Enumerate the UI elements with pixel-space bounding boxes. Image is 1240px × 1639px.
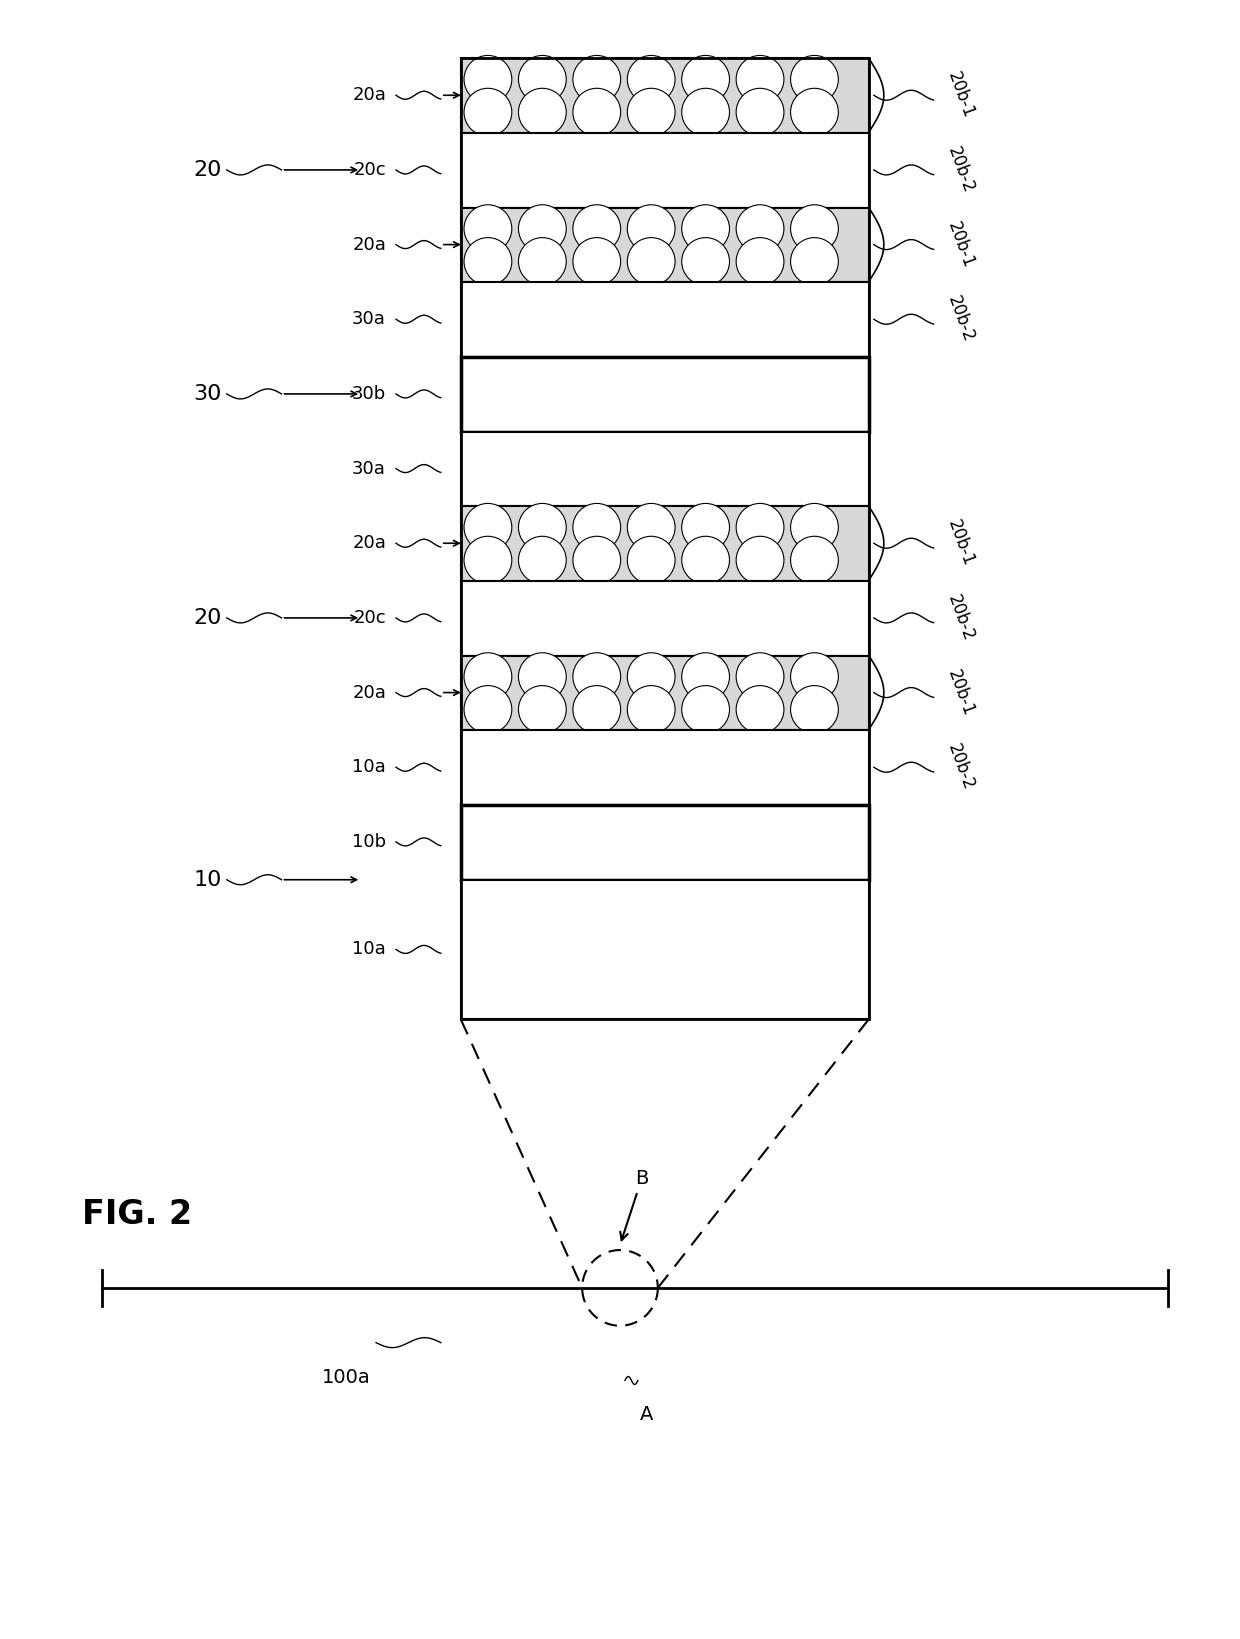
Circle shape <box>737 89 784 136</box>
Circle shape <box>573 652 621 700</box>
Circle shape <box>682 685 729 733</box>
Circle shape <box>791 89 838 136</box>
Circle shape <box>518 56 567 103</box>
Circle shape <box>573 238 621 285</box>
Text: 20a: 20a <box>352 683 386 701</box>
Text: 20b-1: 20b-1 <box>944 667 977 718</box>
Circle shape <box>464 503 512 551</box>
Circle shape <box>737 536 784 583</box>
Circle shape <box>627 205 675 252</box>
Circle shape <box>573 503 621 551</box>
Circle shape <box>791 685 838 733</box>
Text: 20b-1: 20b-1 <box>944 518 977 569</box>
Bar <box>461 805 869 880</box>
Bar <box>461 59 869 133</box>
Circle shape <box>627 685 675 733</box>
Text: B: B <box>620 1169 649 1241</box>
Bar <box>461 208 869 282</box>
Circle shape <box>627 503 675 551</box>
Circle shape <box>627 56 675 103</box>
Text: 20b-1: 20b-1 <box>944 220 977 270</box>
Circle shape <box>791 503 838 551</box>
Bar <box>461 506 869 582</box>
Text: 20a: 20a <box>352 534 386 552</box>
Text: 30: 30 <box>193 384 222 403</box>
Text: 20b-1: 20b-1 <box>944 69 977 121</box>
Text: 20: 20 <box>193 161 222 180</box>
Circle shape <box>737 685 784 733</box>
Circle shape <box>737 205 784 252</box>
Text: 20c: 20c <box>353 161 386 179</box>
Circle shape <box>627 536 675 583</box>
Circle shape <box>464 652 512 700</box>
Bar <box>461 731 869 805</box>
Circle shape <box>464 536 512 583</box>
Circle shape <box>627 89 675 136</box>
Text: 20a: 20a <box>352 87 386 105</box>
Circle shape <box>682 205 729 252</box>
Circle shape <box>737 652 784 700</box>
Circle shape <box>791 652 838 700</box>
Circle shape <box>627 238 675 285</box>
Text: 20b-2: 20b-2 <box>944 741 977 793</box>
Text: 10: 10 <box>193 870 222 890</box>
Text: 20b-2: 20b-2 <box>944 592 977 644</box>
Circle shape <box>573 205 621 252</box>
Circle shape <box>791 205 838 252</box>
Circle shape <box>464 56 512 103</box>
Circle shape <box>682 56 729 103</box>
Circle shape <box>573 536 621 583</box>
Text: 20: 20 <box>193 608 222 628</box>
Circle shape <box>464 685 512 733</box>
Bar <box>461 431 869 506</box>
Circle shape <box>518 536 567 583</box>
Circle shape <box>518 652 567 700</box>
Circle shape <box>573 685 621 733</box>
Text: 10a: 10a <box>352 941 386 959</box>
Circle shape <box>518 89 567 136</box>
Circle shape <box>464 89 512 136</box>
Circle shape <box>464 238 512 285</box>
Bar <box>461 656 869 731</box>
Text: 30a: 30a <box>352 310 386 328</box>
Text: 30a: 30a <box>352 459 386 477</box>
Circle shape <box>791 536 838 583</box>
Text: 20a: 20a <box>352 236 386 254</box>
Circle shape <box>737 56 784 103</box>
Circle shape <box>573 89 621 136</box>
Text: FIG. 2: FIG. 2 <box>82 1198 192 1231</box>
Text: 10b: 10b <box>352 833 386 851</box>
Circle shape <box>518 205 567 252</box>
Circle shape <box>682 238 729 285</box>
Text: 30b: 30b <box>352 385 386 403</box>
Text: 20b-2: 20b-2 <box>944 144 977 195</box>
Text: 20b-2: 20b-2 <box>944 293 977 344</box>
Circle shape <box>682 89 729 136</box>
Text: A: A <box>640 1405 653 1424</box>
Circle shape <box>791 238 838 285</box>
Circle shape <box>737 238 784 285</box>
Bar <box>461 880 869 1019</box>
Text: 10a: 10a <box>352 759 386 777</box>
Bar <box>461 59 869 1019</box>
Circle shape <box>518 685 567 733</box>
Circle shape <box>682 503 729 551</box>
Circle shape <box>737 503 784 551</box>
Circle shape <box>627 652 675 700</box>
Bar <box>461 582 869 656</box>
Text: 20c: 20c <box>353 610 386 626</box>
Bar <box>461 357 869 431</box>
Text: 100a: 100a <box>322 1367 371 1387</box>
Circle shape <box>791 56 838 103</box>
Circle shape <box>464 205 512 252</box>
Bar <box>461 282 869 357</box>
Circle shape <box>682 652 729 700</box>
Circle shape <box>518 238 567 285</box>
Circle shape <box>573 56 621 103</box>
Circle shape <box>518 503 567 551</box>
Bar <box>461 133 869 208</box>
Circle shape <box>682 536 729 583</box>
